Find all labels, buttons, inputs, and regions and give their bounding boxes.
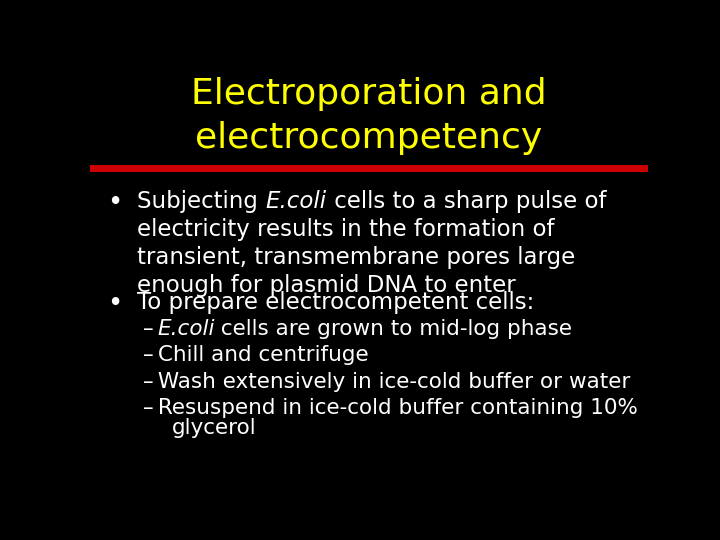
Text: cells to a sharp pulse of: cells to a sharp pulse of xyxy=(327,190,606,213)
Text: – Wash extensively in ice-cold buffer or water: – Wash extensively in ice-cold buffer or… xyxy=(143,372,631,392)
Text: glycerol: glycerol xyxy=(172,418,256,438)
Text: transient, transmembrane pores large: transient, transmembrane pores large xyxy=(138,246,576,269)
Text: –: – xyxy=(143,319,158,339)
Text: Electroporation and
electrocompetency: Electroporation and electrocompetency xyxy=(192,77,546,155)
Text: E.coli: E.coli xyxy=(266,190,327,213)
Text: enough for plasmid DNA to enter: enough for plasmid DNA to enter xyxy=(138,274,516,298)
Text: electricity results in the formation of: electricity results in the formation of xyxy=(138,218,555,241)
Text: Subjecting: Subjecting xyxy=(138,190,266,213)
Text: E.coli: E.coli xyxy=(157,319,215,339)
Text: – Chill and centrifuge: – Chill and centrifuge xyxy=(143,346,369,366)
Text: cells are grown to mid-log phase: cells are grown to mid-log phase xyxy=(215,319,572,339)
Text: •: • xyxy=(107,291,122,317)
Text: – Resuspend in ice-cold buffer containing 10%: – Resuspend in ice-cold buffer containin… xyxy=(143,398,638,418)
Text: •: • xyxy=(107,190,122,215)
Text: To prepare electrocompetent cells:: To prepare electrocompetent cells: xyxy=(138,291,535,314)
